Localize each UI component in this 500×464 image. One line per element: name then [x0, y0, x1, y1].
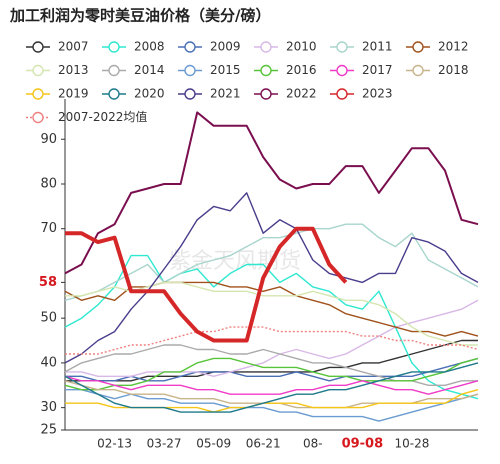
legend-label: 2020 — [134, 87, 165, 101]
y-tick-label: 70 — [40, 221, 57, 236]
legend-label: 2010 — [286, 40, 317, 54]
legend-item: 2007-2022均值 — [26, 109, 147, 124]
series-line — [65, 389, 479, 422]
legend-label: 2009 — [210, 40, 241, 54]
legend-marker — [336, 64, 348, 77]
legend-label: 2011 — [362, 40, 393, 54]
legend-item: 2012 — [406, 40, 469, 54]
legend-marker — [108, 88, 120, 100]
legend-item: 2013 — [26, 63, 89, 77]
series-line — [64, 192, 479, 364]
legend-label: 2016 — [286, 63, 317, 77]
series-line — [64, 281, 479, 337]
series-line — [64, 375, 479, 395]
x-tick-label: 10-28 — [394, 437, 429, 451]
legend-item: 2011 — [330, 40, 393, 54]
legend-marker — [32, 111, 44, 124]
legend-marker — [412, 41, 424, 53]
legend-item: 2020 — [102, 87, 165, 101]
series-line — [64, 254, 479, 400]
legend-item: 2022 — [254, 87, 317, 101]
x-tick-label: 02-13 — [97, 437, 132, 451]
legend-marker — [412, 64, 424, 77]
legend-marker — [336, 41, 348, 53]
legend-item: 2021 — [178, 87, 241, 101]
legend-item: 2015 — [178, 63, 241, 77]
legend-label: 2018 — [438, 63, 469, 77]
legend-label: 2017 — [362, 63, 393, 77]
legend-label: 2007 — [58, 40, 89, 54]
series-line — [65, 226, 348, 343]
legend-marker — [32, 64, 44, 77]
x-tick-label: 05-09 — [196, 437, 231, 451]
legend-item: 2008 — [102, 40, 165, 54]
y-tick-label: 30 — [40, 400, 57, 415]
y-tick-label: 80 — [40, 176, 57, 191]
legend-label: 2014 — [134, 63, 165, 77]
y-tick-label: 58 — [39, 275, 57, 290]
y-tick-label: 90 — [40, 132, 57, 147]
legend-item: 2007 — [26, 40, 89, 54]
legend-label: 2019 — [58, 87, 89, 101]
legend-label: 2012 — [438, 40, 469, 54]
legend-item: 2010 — [254, 40, 317, 54]
legend-label: 2008 — [134, 40, 165, 54]
legend-label: 2023 — [362, 87, 393, 101]
legend-label: 2013 — [58, 63, 89, 77]
legend-marker — [108, 64, 120, 77]
legend-marker — [184, 88, 196, 100]
legend-marker — [184, 41, 196, 53]
series-line — [64, 357, 479, 391]
legend-item: 2014 — [102, 63, 165, 77]
legend-marker — [336, 88, 348, 100]
legend-label: 2015 — [210, 63, 241, 77]
x-tick-label: 09-08 — [342, 437, 384, 452]
legend-label: 2022 — [286, 87, 317, 101]
legend-item: 2019 — [26, 87, 89, 101]
legend-marker — [32, 88, 44, 100]
legend-item: 2018 — [406, 63, 469, 77]
series-line — [64, 223, 479, 301]
x-tick-label: 06-21 — [246, 437, 281, 451]
series-line — [65, 326, 479, 355]
series-line — [65, 299, 479, 377]
legend-item: 2016 — [254, 63, 317, 77]
legend-marker — [260, 41, 272, 53]
x-tick-label: 03-27 — [147, 437, 182, 451]
series-line — [65, 339, 478, 382]
x-tick-label: 08- — [303, 437, 323, 451]
legend-label: 2007-2022均值 — [58, 109, 147, 124]
y-tick-label: 25 — [40, 423, 57, 438]
chart-title: 加工利润为零时美豆油价格（美分/磅） — [9, 7, 270, 25]
legend-marker — [108, 41, 120, 53]
legend-marker — [184, 64, 196, 77]
series-line — [65, 357, 479, 382]
legend-item: 2023 — [330, 87, 393, 101]
series-line — [64, 111, 479, 275]
legend-marker — [260, 88, 272, 100]
y-tick-label: 50 — [40, 311, 57, 326]
legend-marker — [260, 64, 272, 77]
series-line — [64, 362, 479, 413]
legend-label: 2021 — [210, 87, 241, 101]
legend-marker — [32, 41, 44, 53]
legend-item: 2017 — [330, 63, 393, 77]
legend-item: 2009 — [178, 40, 241, 54]
y-tick-label: 40 — [40, 355, 57, 370]
